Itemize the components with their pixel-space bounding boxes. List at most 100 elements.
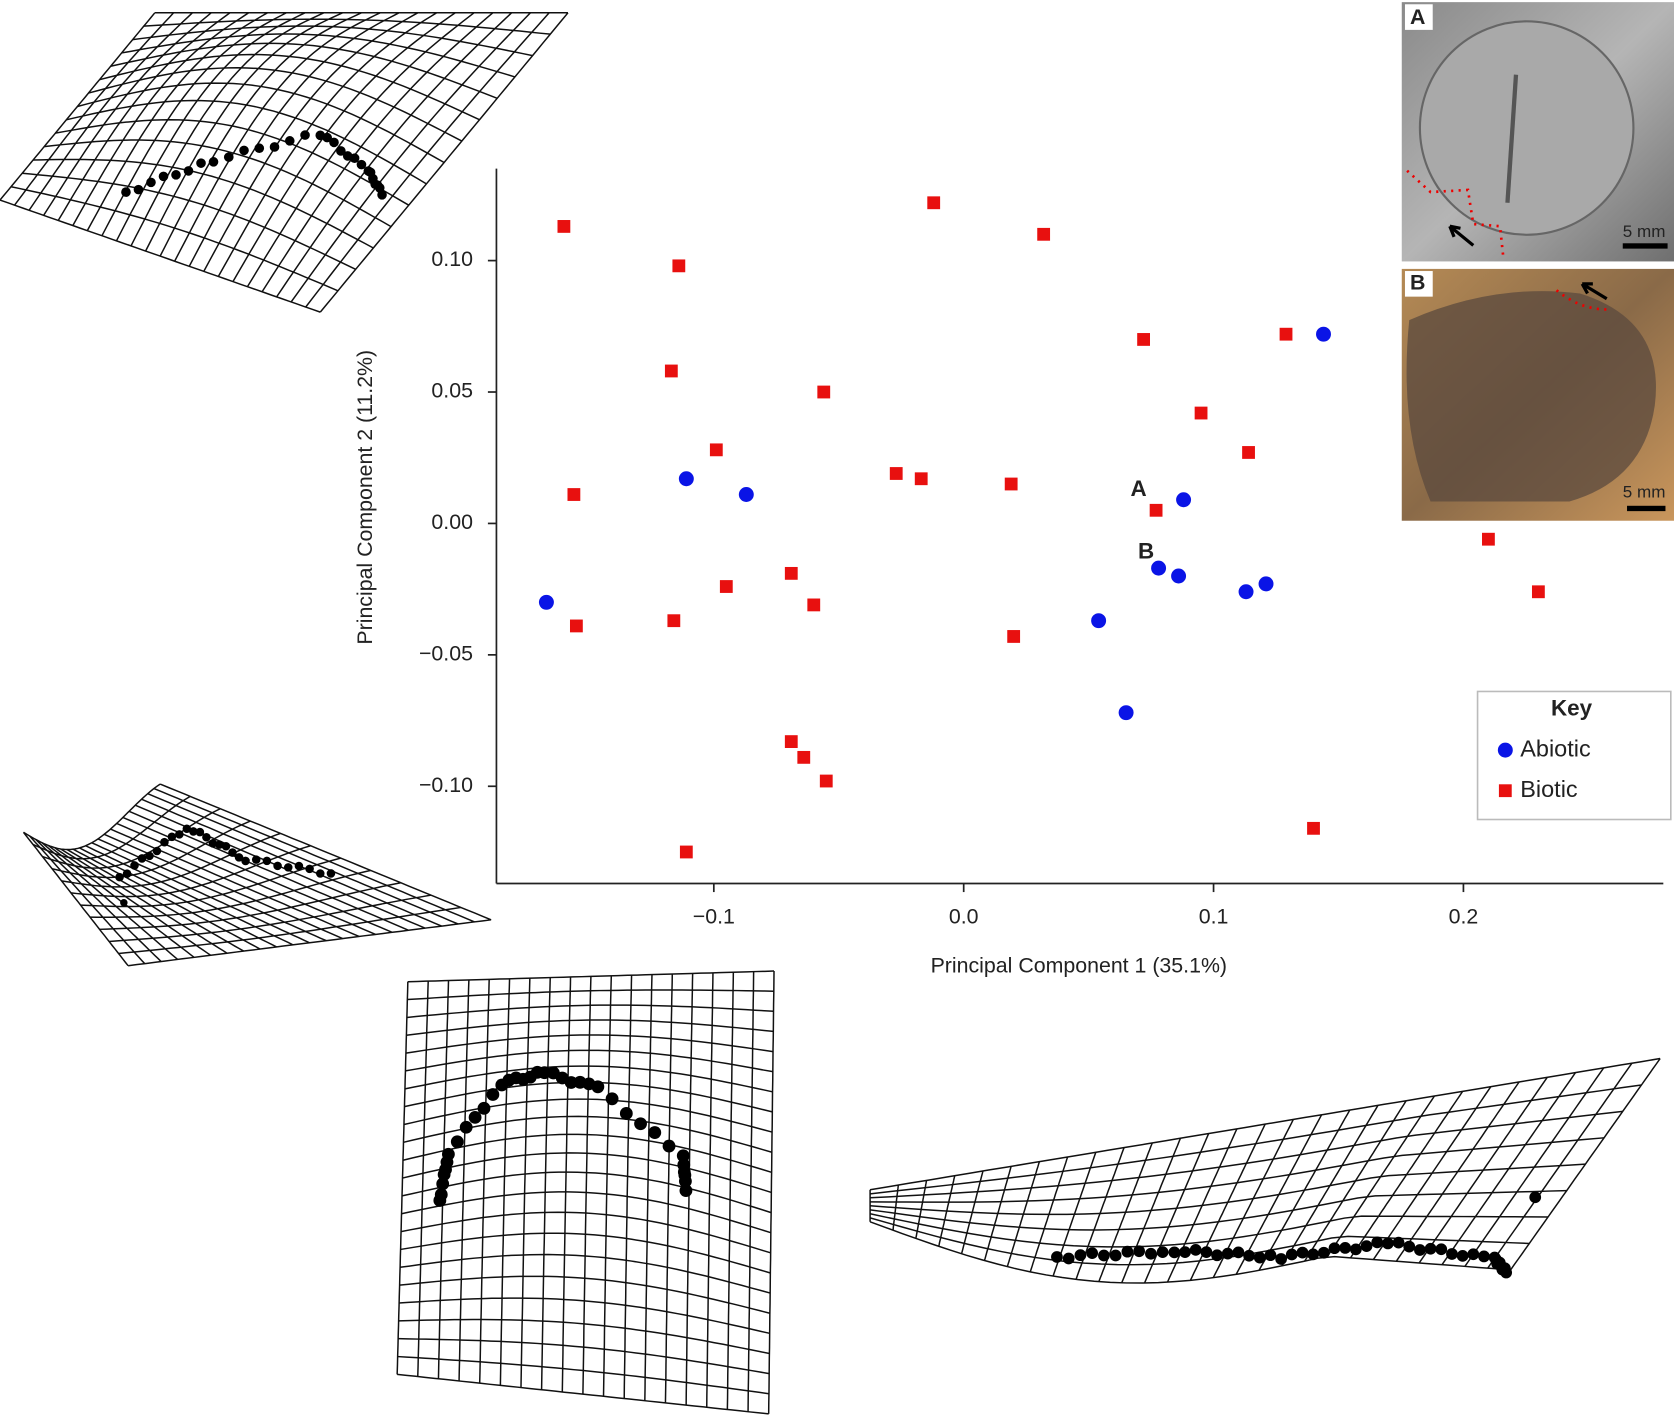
landmark	[195, 827, 205, 837]
grid-stroke	[43, 12, 212, 216]
grid-stroke	[1258, 1109, 1351, 1271]
landmark	[160, 837, 169, 847]
x-tick-label: −0.1	[693, 904, 735, 928]
landmark	[605, 1092, 619, 1106]
landmark	[239, 145, 249, 156]
marker-square	[1307, 821, 1320, 835]
marker-circle	[738, 487, 754, 502]
landmark	[183, 166, 194, 176]
grid-stroke	[1006, 1161, 1041, 1267]
landmark	[1145, 1247, 1157, 1260]
legend-label: Biotic	[1520, 776, 1578, 802]
grid-stroke	[101, 12, 287, 237]
warp-grid	[22, 783, 492, 967]
landmark	[208, 839, 218, 848]
landmark	[1456, 1250, 1469, 1262]
annotation: A	[1131, 476, 1147, 501]
landmark	[1253, 1251, 1266, 1264]
landmark	[167, 832, 177, 842]
landmark	[436, 1177, 450, 1191]
grid-stroke	[1372, 1086, 1492, 1260]
landmark	[1168, 1246, 1181, 1259]
landmark	[1328, 1242, 1341, 1255]
grid-stroke	[1121, 1137, 1182, 1284]
grid-stroke	[41, 842, 179, 960]
marker-square	[1037, 227, 1051, 241]
grid-stroke	[217, 12, 437, 277]
landmark	[679, 1184, 693, 1198]
grid-stroke	[0, 12, 156, 201]
grid-stroke	[602, 975, 613, 1397]
landmark	[486, 1088, 500, 1101]
photo-inset: A 5 mm	[1401, 2, 1674, 262]
scale-bar	[1622, 243, 1668, 249]
grid-stroke	[870, 1110, 1623, 1199]
landmark	[120, 899, 128, 907]
landmark	[322, 132, 332, 143]
grid-stroke	[22, 831, 129, 967]
landmark	[133, 184, 144, 195]
legend-swatch	[1497, 742, 1513, 758]
grid-stroke	[664, 974, 674, 1403]
landmark	[676, 1149, 690, 1163]
grid-stroke	[60, 848, 228, 954]
landmark	[254, 143, 265, 154]
grid-stroke	[938, 1175, 956, 1247]
marker-square	[1149, 503, 1163, 517]
landmark	[648, 1126, 662, 1139]
landmark	[356, 159, 367, 170]
inset-label: B	[1410, 270, 1425, 294]
landmark	[1156, 1246, 1169, 1258]
scale-bar	[1627, 505, 1666, 512]
landmark	[1086, 1247, 1099, 1259]
grid-stroke	[726, 972, 735, 1410]
grid-stroke	[1166, 1128, 1238, 1283]
grid-stroke	[1418, 1076, 1548, 1264]
landmark	[1403, 1240, 1416, 1253]
grid-stroke	[1281, 1105, 1379, 1267]
grid-stroke	[1510, 1058, 1661, 1271]
landmark	[228, 848, 237, 857]
y-tick-label: −0.05	[419, 642, 473, 666]
grid-stroke	[1487, 1062, 1633, 1269]
landmark	[145, 851, 154, 861]
landmark	[1275, 1253, 1287, 1265]
landmark	[1121, 1245, 1134, 1258]
marker-square	[914, 472, 928, 486]
landmark	[477, 1101, 491, 1115]
grid-stroke	[396, 981, 409, 1375]
landmark	[1062, 1252, 1075, 1265]
y-tick-label: 0.00	[431, 510, 473, 534]
grid-stroke	[644, 974, 653, 1401]
landmark	[1392, 1236, 1405, 1249]
scale-label: 5 mm	[1623, 483, 1666, 502]
landmark	[1307, 1248, 1320, 1261]
grid-stroke	[66, 848, 244, 952]
grid-stroke	[72, 12, 250, 226]
landmark	[208, 157, 219, 167]
inset-label: A	[1410, 5, 1425, 29]
grid-stroke	[747, 971, 755, 1412]
landmark	[1232, 1246, 1245, 1259]
landmark	[1109, 1249, 1122, 1262]
marker-square	[557, 220, 571, 233]
landmark	[1360, 1240, 1373, 1253]
landmark	[1296, 1246, 1309, 1259]
grid-stroke	[35, 839, 162, 963]
landmark	[121, 187, 131, 197]
landmark	[241, 856, 250, 866]
landmark	[1200, 1246, 1213, 1259]
landmark	[619, 1107, 633, 1120]
plot: −0.1 0.0 0.1 0.2 −0.10 −0.05 0.00 0.05 0.10 Princ…	[353, 168, 1672, 977]
grid-stroke	[246, 12, 475, 288]
landmark	[377, 190, 387, 200]
landmark	[1133, 1245, 1146, 1258]
landmark	[1264, 1249, 1277, 1262]
marker-square	[667, 614, 681, 628]
label-box	[1404, 4, 1433, 30]
landmark	[678, 1174, 692, 1188]
grid-stroke	[116, 822, 376, 936]
grid-stroke	[983, 1166, 1012, 1261]
grid-stroke	[91, 842, 310, 944]
